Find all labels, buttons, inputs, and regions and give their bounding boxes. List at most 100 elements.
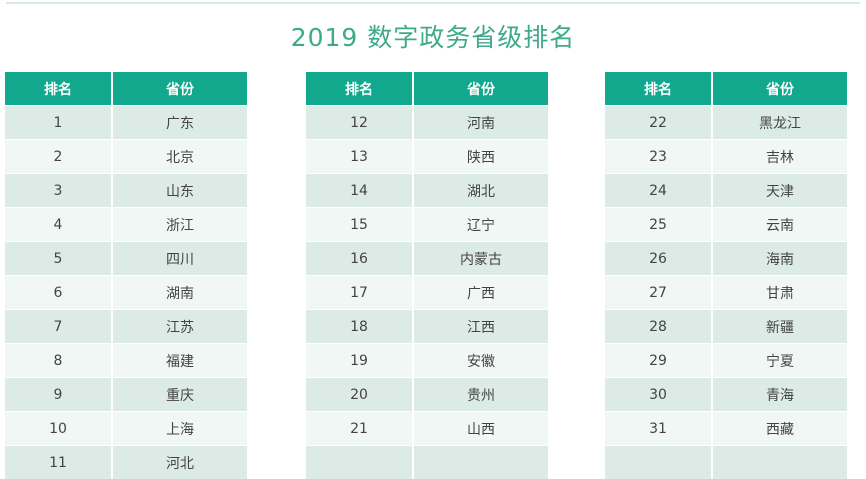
top-divider	[6, 2, 860, 4]
province-cell	[414, 445, 548, 479]
table-row: 8 福建	[5, 343, 247, 377]
province-cell: 黑龙江	[713, 105, 847, 139]
rank-cell: 21	[306, 411, 412, 445]
province-cell: 湖南	[113, 275, 247, 309]
table-row: 26 海南	[605, 241, 847, 275]
table-header: 排名 省份	[605, 72, 847, 105]
rank-cell: 16	[306, 241, 412, 275]
rank-cell: 17	[306, 275, 412, 309]
rank-cell: 3	[5, 173, 111, 207]
province-cell: 山东	[113, 173, 247, 207]
province-cell: 内蒙古	[414, 241, 548, 275]
table-row: 15 辽宁	[306, 207, 548, 241]
province-cell: 广西	[414, 275, 548, 309]
rank-cell: 11	[5, 445, 111, 479]
province-cell: 北京	[113, 139, 247, 173]
table-row: 9 重庆	[5, 377, 247, 411]
table-row: 13 陕西	[306, 139, 548, 173]
table-row: 11 河北	[5, 445, 247, 479]
rank-cell: 13	[306, 139, 412, 173]
rank-cell: 8	[5, 343, 111, 377]
rank-cell: 31	[605, 411, 711, 445]
province-cell: 湖北	[414, 173, 548, 207]
rank-cell: 24	[605, 173, 711, 207]
table-row: 16 内蒙古	[306, 241, 548, 275]
rank-cell: 27	[605, 275, 711, 309]
rank-cell: 22	[605, 105, 711, 139]
header-province: 省份	[713, 72, 847, 105]
table-row: 6 湖南	[5, 275, 247, 309]
table-row: 30 青海	[605, 377, 847, 411]
province-cell: 陕西	[414, 139, 548, 173]
table-row: 7 江苏	[5, 309, 247, 343]
rank-cell: 23	[605, 139, 711, 173]
table-row: 20 贵州	[306, 377, 548, 411]
province-cell: 甘肃	[713, 275, 847, 309]
table-row: 27 甘肃	[605, 275, 847, 309]
province-cell: 重庆	[113, 377, 247, 411]
rank-cell	[306, 445, 412, 479]
province-cell: 江苏	[113, 309, 247, 343]
province-cell: 吉林	[713, 139, 847, 173]
table-row	[306, 445, 548, 479]
ranking-table-3: 排名 省份 22 黑龙江 23 吉林 24 天津 25 云南 26 海南 27 甘肃 28 新疆 29 宁夏 30 青…	[603, 72, 849, 479]
province-cell: 辽宁	[414, 207, 548, 241]
rank-cell: 5	[5, 241, 111, 275]
table-row: 5 四川	[5, 241, 247, 275]
rank-cell: 7	[5, 309, 111, 343]
province-cell: 四川	[113, 241, 247, 275]
table-row: 10 上海	[5, 411, 247, 445]
table-row: 4 浙江	[5, 207, 247, 241]
rank-cell: 19	[306, 343, 412, 377]
table-row: 23 吉林	[605, 139, 847, 173]
province-cell: 上海	[113, 411, 247, 445]
province-cell: 海南	[713, 241, 847, 275]
header-rank: 排名	[605, 72, 711, 105]
rank-cell: 6	[5, 275, 111, 309]
province-cell: 广东	[113, 105, 247, 139]
header-province: 省份	[414, 72, 548, 105]
rank-cell: 30	[605, 377, 711, 411]
table-row: 24 天津	[605, 173, 847, 207]
province-cell: 宁夏	[713, 343, 847, 377]
rank-cell: 18	[306, 309, 412, 343]
province-cell: 江西	[414, 309, 548, 343]
province-cell: 青海	[713, 377, 847, 411]
table-row: 25 云南	[605, 207, 847, 241]
table-row: 21 山西	[306, 411, 548, 445]
province-cell: 西藏	[713, 411, 847, 445]
province-cell: 浙江	[113, 207, 247, 241]
table-row: 3 山东	[5, 173, 247, 207]
province-cell: 天津	[713, 173, 847, 207]
table-row: 12 河南	[306, 105, 548, 139]
table-row: 19 安徽	[306, 343, 548, 377]
table-row: 29 宁夏	[605, 343, 847, 377]
header-rank: 排名	[306, 72, 412, 105]
table-row: 18 江西	[306, 309, 548, 343]
rank-cell: 4	[5, 207, 111, 241]
rank-cell: 10	[5, 411, 111, 445]
header-province: 省份	[113, 72, 247, 105]
rank-cell: 2	[5, 139, 111, 173]
province-cell: 贵州	[414, 377, 548, 411]
table-row: 17 广西	[306, 275, 548, 309]
rank-cell: 15	[306, 207, 412, 241]
rank-cell: 25	[605, 207, 711, 241]
ranking-table-2: 排名 省份 12 河南 13 陕西 14 湖北 15 辽宁 16 内蒙古 17 广西 18 江西 19 安徽 20 贵…	[304, 72, 550, 479]
table-header: 排名 省份	[5, 72, 247, 105]
table-row: 31 西藏	[605, 411, 847, 445]
table-row: 28 新疆	[605, 309, 847, 343]
province-cell: 河南	[414, 105, 548, 139]
header-rank: 排名	[5, 72, 111, 105]
province-cell	[713, 445, 847, 479]
province-cell: 河北	[113, 445, 247, 479]
rank-cell: 26	[605, 241, 711, 275]
rank-cell: 1	[5, 105, 111, 139]
table-row: 14 湖北	[306, 173, 548, 207]
rank-cell: 9	[5, 377, 111, 411]
page-title: 2019 数字政务省级排名	[290, 23, 576, 52]
table-row: 1 广东	[5, 105, 247, 139]
province-cell: 福建	[113, 343, 247, 377]
table-row	[605, 445, 847, 479]
table-row: 22 黑龙江	[605, 105, 847, 139]
